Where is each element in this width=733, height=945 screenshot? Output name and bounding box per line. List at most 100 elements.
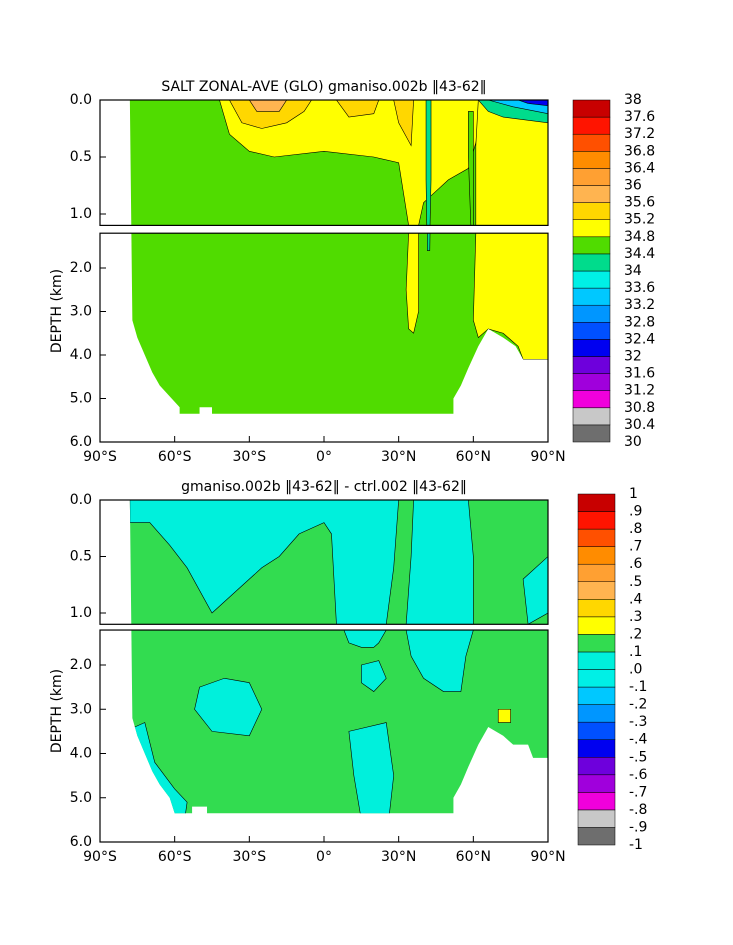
x-tick-label: 30°N [381,449,416,465]
colorbar-box [572,185,611,203]
contour-region [522,555,548,625]
colorbar-box [572,253,611,272]
colorbar-label: -.4 [629,732,648,748]
colorbar-label: 34.8 [624,229,655,245]
contour-region [348,722,394,814]
plot-area [129,100,548,414]
colorbar-label: -1 [629,837,643,853]
colorbar-label: 34.4 [624,246,655,262]
colorbar-label: 33.6 [624,280,655,296]
contour-chart: SALT ZONAL-AVE (GLO) gmaniso.002b ‖43-62… [49,79,655,465]
colorbar-label: -.9 [629,819,647,835]
y-tick-label: 6.0 [70,834,92,850]
colorbar-label: 38 [624,92,642,108]
colorbar-label: .5 [629,574,642,590]
ocean [129,500,548,814]
y-tick-label: 3.0 [70,701,92,717]
colorbar-label: .4 [629,591,642,607]
contour-region [219,100,479,334]
colorbar-label: 37.2 [624,126,655,142]
colorbar-label: .1 [629,644,642,660]
colorbar-box [572,424,611,443]
y-tick-label: 6.0 [70,434,92,450]
colorbar-box [572,270,611,289]
colorbar-label: 37.6 [624,109,655,125]
colorbar-box [577,809,616,828]
colorbar-box [577,493,616,512]
colorbar-box [577,528,616,547]
colorbar-box [577,792,616,811]
colorbar-box [577,563,616,583]
contour-region [248,100,288,112]
colorbar-label: .0 [629,662,642,678]
colorbar-box [577,634,616,653]
contour-chart: gmaniso.002b ‖43-62‖ - ctrl.002 ‖43-62‖ D… [49,479,648,865]
x-tick-label: 60°S [158,849,192,865]
colorbar-box [572,99,611,118]
contour-region [405,500,474,692]
colorbar-box [577,721,616,740]
contour-region [497,708,511,723]
colorbar-box [577,511,616,530]
colorbar-label: 36.4 [624,160,655,176]
contour-region [425,100,432,251]
colorbar-box [577,774,616,793]
y-tick-label: 1.0 [70,605,92,621]
x-tick-label: 90°S [83,849,117,865]
colorbar-label: 35.2 [624,212,655,228]
colorbar-label: 31.2 [624,383,655,399]
colorbar-label: 1 [629,486,638,502]
contour-region [361,660,387,692]
y-tick-label: 4.0 [70,347,92,363]
contour-region [228,100,313,129]
y-tick-label: 3.0 [70,304,92,320]
colorbar-label: 30.8 [624,400,655,416]
chart-title: SALT ZONAL-AVE (GLO) gmaniso.002b ‖43-62… [161,79,486,95]
x-tick-label: 30°S [232,849,266,865]
colorbar-box [572,116,611,135]
colorbar-label: 30 [624,434,642,450]
colorbar-label: .8 [629,521,642,537]
colorbar-label: 36.8 [624,143,655,159]
colorbar-box [572,151,611,169]
colorbar-box [577,581,616,600]
y-tick-label: 2.0 [70,657,92,673]
x-tick-label: 60°N [456,849,491,865]
ocean [129,100,548,414]
contour-region [335,100,380,118]
y-tick-label: 0.5 [70,549,92,565]
x-tick-label: 0° [316,449,332,465]
colorbar-label: -.5 [629,749,647,765]
y-axis-label: DEPTH (km) [49,669,65,753]
colorbar-label: .2 [629,626,642,642]
panel-frame [99,99,549,227]
colorbar-box [572,236,611,255]
colorbar-box [577,757,616,776]
chart-title: gmaniso.002b ‖43-62‖ - ctrl.002 ‖43-62‖ [181,479,467,495]
x-tick-label: 90°N [530,849,565,865]
colorbar-box [572,390,611,409]
colorbar-label: -.8 [629,802,647,818]
colorbar-label: -.1 [629,679,647,695]
y-tick-label: 5.0 [70,790,92,806]
colorbar-label: -.3 [629,714,647,730]
colorbar-label: .6 [629,556,642,572]
colorbar-label: 34 [624,263,642,279]
x-tick-label: 60°N [456,449,491,465]
colorbar-box [572,219,611,238]
panel-frame [99,499,549,625]
contour-region [473,100,548,360]
plot-area [129,500,548,814]
colorbar-box [572,304,611,323]
colorbar-box [572,373,611,391]
colorbar-label: 36 [624,178,642,194]
y-axis-label: DEPTH (km) [49,269,65,353]
colorbar-box [577,669,616,688]
colorbar-box [577,599,616,618]
x-tick-label: 90°N [530,449,565,465]
colorbar-box [572,407,611,426]
colorbar-label: .9 [629,504,642,520]
x-tick-label: 90°S [83,449,117,465]
colorbar-box [577,686,616,705]
colorbar-label: -.6 [629,767,648,783]
